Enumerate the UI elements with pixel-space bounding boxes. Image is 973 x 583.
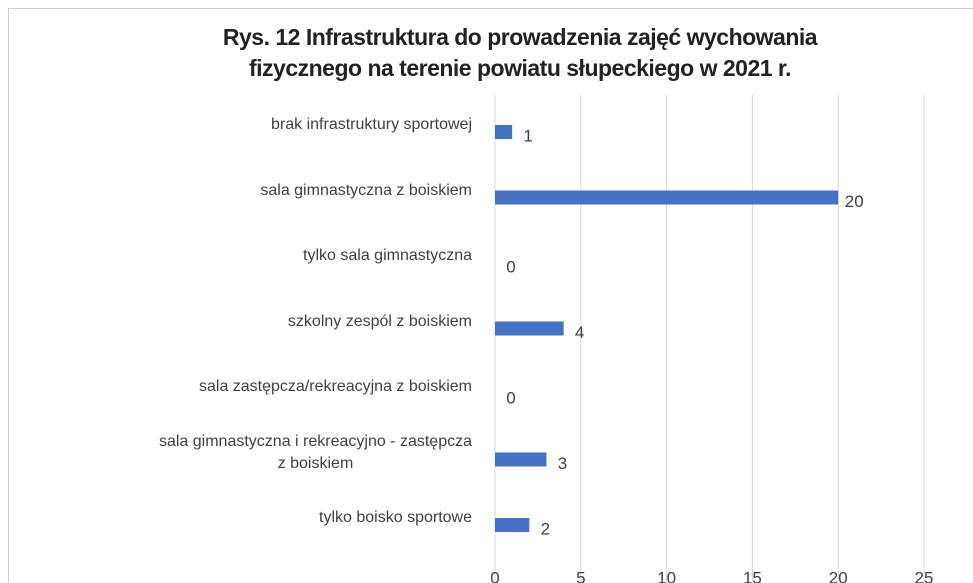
value-label: 0 [506, 388, 515, 407]
x-tick-label: 10 [657, 568, 676, 583]
value-label: 1 [523, 126, 532, 145]
x-tick-label: 20 [829, 568, 848, 583]
y-tick-label: sala zastępcza/rekreacyjna z boiskiem [198, 378, 472, 395]
x-tick-label: 5 [576, 568, 585, 583]
y-tick-label: brak infrastruktury sportowej [271, 116, 472, 133]
x-tick-label: 15 [743, 568, 762, 583]
bar [495, 452, 547, 467]
y-tick-label: tylko sala gimnastyczna [303, 247, 472, 264]
y-tick-label: szkolny zespól z boiskiem [287, 312, 472, 330]
y-tick-label: sala gimnastyczna z boiskiem [260, 181, 472, 199]
value-label: 3 [558, 454, 567, 473]
bar [495, 321, 564, 336]
value-label: 20 [845, 192, 864, 211]
bar [495, 518, 530, 532]
x-tick-label: 0 [490, 568, 499, 583]
bar [495, 190, 839, 205]
value-label: 2 [541, 519, 550, 538]
chart-title: Rys. 12 Infrastruktura do prowadzenia za… [222, 24, 818, 81]
y-tick-label: sala gimnastyczna i rekreacyjno - zastęp… [158, 432, 472, 472]
x-tick-label: 25 [915, 568, 934, 583]
value-label: 4 [575, 323, 584, 342]
value-label: 0 [506, 257, 515, 276]
y-tick-label: tylko boisko sportowe [319, 509, 472, 526]
bar [495, 125, 513, 139]
chart-border [8, 8, 973, 583]
